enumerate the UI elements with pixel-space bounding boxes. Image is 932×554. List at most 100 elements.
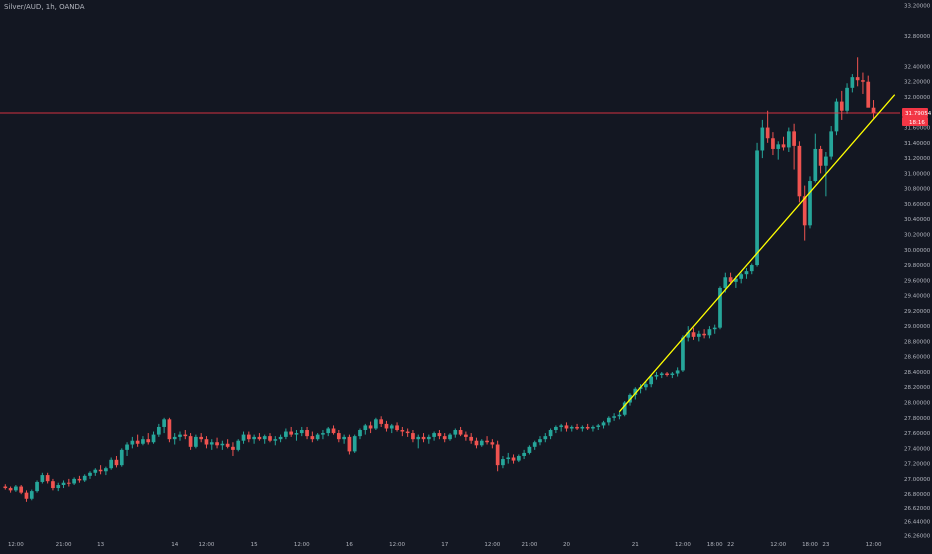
candle — [845, 83, 849, 114]
x-tick-label: 16 — [346, 542, 353, 548]
symbol-title: Silver/AUD, 1h, OANDA — [4, 3, 85, 11]
candle — [289, 426, 294, 437]
candle-body-up — [522, 452, 526, 456]
candle — [109, 457, 114, 470]
candle — [416, 434, 421, 449]
candle-body-down — [331, 428, 336, 434]
y-tick-label: 26.80000 — [904, 492, 931, 498]
candle-body-down — [728, 277, 733, 282]
candle-body-up — [596, 425, 601, 427]
y-tick-label: 32.40000 — [904, 64, 931, 70]
candle-body-up — [61, 482, 66, 486]
candle-body-down — [421, 436, 426, 440]
candle — [278, 434, 283, 443]
time-axis[interactable]: 12:00 21:00 13 14 12:00 15 12:00 16 12:00 17 12:00… — [8, 542, 882, 548]
candle — [585, 423, 590, 431]
candle-body-up — [162, 419, 166, 427]
candle — [871, 100, 876, 119]
x-tick-label: 12:00 — [770, 542, 786, 548]
candle-body-down — [8, 488, 13, 491]
candle — [61, 480, 66, 489]
candle-body-up — [389, 425, 394, 429]
candle — [601, 420, 606, 429]
x-tick-label: 12:00 — [294, 542, 310, 548]
candle-body-up — [209, 442, 214, 445]
candle-body-down — [204, 439, 209, 445]
candle — [178, 431, 182, 441]
candle — [659, 371, 664, 379]
candle-body-up — [654, 375, 659, 377]
candle — [453, 428, 458, 438]
x-tick-label: 12:00 — [484, 542, 500, 548]
candle-body-up — [548, 430, 553, 437]
candle-body-up — [675, 370, 680, 374]
candle-body-down — [45, 475, 50, 482]
candle — [82, 474, 87, 482]
x-tick-label: 18:00 — [802, 542, 818, 548]
candle — [104, 466, 108, 476]
candle — [368, 421, 373, 434]
candle — [776, 141, 781, 160]
candle — [8, 486, 13, 493]
candle — [358, 428, 362, 440]
candle-body-up — [734, 278, 738, 282]
candle-body-down — [114, 459, 119, 466]
candle — [162, 417, 166, 434]
candle — [432, 431, 436, 441]
candle — [294, 430, 299, 441]
x-tick-label: 12:00 — [199, 542, 215, 548]
candle-body-up — [776, 144, 781, 149]
candle — [506, 452, 511, 464]
candle-body-down — [765, 127, 770, 139]
candle-body-down — [458, 430, 463, 435]
candle-body-up — [358, 430, 362, 437]
price-labels: 31.79054 18:16 — [902, 108, 932, 127]
candle — [45, 472, 50, 484]
candle — [379, 416, 384, 427]
candles-layer — [3, 57, 876, 502]
candle-body-up — [194, 436, 198, 447]
candle — [262, 434, 267, 444]
candle — [51, 478, 55, 491]
candle-body-up — [125, 444, 129, 450]
candle — [649, 375, 654, 388]
candle — [310, 431, 315, 443]
candle-body-up — [432, 433, 436, 437]
candle-body-up — [35, 481, 39, 492]
candle-body-up — [172, 436, 177, 440]
candle-body-down — [861, 80, 865, 82]
candle — [156, 423, 161, 437]
y-tick-label: 30.80000 — [904, 187, 931, 193]
y-tick-label: 32.00000 — [904, 95, 931, 101]
candle — [220, 440, 225, 450]
trendline[interactable] — [618, 94, 896, 413]
candle-body-down — [135, 440, 140, 444]
candle — [591, 425, 595, 432]
candle-body-up — [755, 150, 759, 266]
candle — [347, 434, 352, 455]
candle-body-up — [845, 87, 849, 111]
candle-body-up — [527, 446, 532, 453]
candle-body-up — [580, 426, 585, 429]
candle — [93, 468, 98, 476]
price-axis[interactable]: 26.26000 26.44000 26.62000 26.80000 27.00000… — [904, 3, 931, 539]
candle — [29, 489, 34, 501]
candle — [199, 433, 204, 443]
candle — [501, 455, 505, 469]
candle — [554, 425, 558, 434]
x-tick-label: 18:00 — [707, 542, 723, 548]
candle-body-up — [109, 459, 114, 469]
candle-body-up — [712, 327, 717, 330]
y-tick-label: 28.00000 — [904, 401, 931, 407]
candle-body-up — [670, 373, 675, 376]
candle-body-down — [871, 107, 876, 114]
candle-body-up — [659, 373, 664, 376]
y-tick-label: 33.20000 — [904, 3, 931, 9]
candle — [151, 431, 156, 444]
candle-body-down — [485, 440, 489, 443]
candle — [612, 413, 616, 421]
candle — [426, 434, 431, 444]
